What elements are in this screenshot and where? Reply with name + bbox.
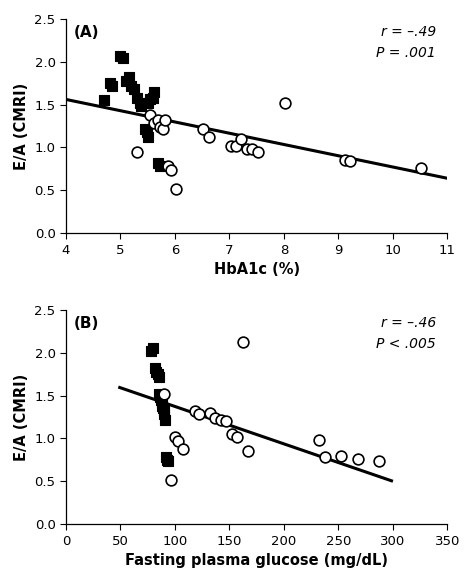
Point xyxy=(171,432,179,441)
Point xyxy=(137,102,145,111)
Point xyxy=(100,95,108,105)
Point xyxy=(244,446,252,456)
Point xyxy=(157,395,164,404)
Text: (A): (A) xyxy=(73,25,99,40)
Point xyxy=(119,54,127,63)
Point xyxy=(161,415,169,424)
Text: r = –.49
P = .001: r = –.49 P = .001 xyxy=(376,25,436,60)
Point xyxy=(179,444,186,453)
Point xyxy=(106,79,113,88)
Point xyxy=(206,408,214,417)
Point xyxy=(418,164,425,173)
Point xyxy=(156,122,164,132)
Point xyxy=(200,124,207,133)
Point xyxy=(191,406,199,416)
Point xyxy=(239,338,246,347)
Point xyxy=(222,417,230,426)
Point xyxy=(158,401,166,410)
Point xyxy=(109,81,116,90)
Point xyxy=(217,415,225,424)
Point xyxy=(141,124,149,133)
Point xyxy=(159,124,167,133)
Point xyxy=(154,115,161,125)
Point xyxy=(167,475,174,484)
Point xyxy=(163,453,170,462)
Point xyxy=(150,119,158,128)
Point xyxy=(133,147,141,157)
Point xyxy=(164,455,171,464)
Point xyxy=(159,404,167,413)
Point xyxy=(161,115,169,125)
Point xyxy=(160,389,168,399)
Point xyxy=(160,410,168,419)
Point xyxy=(150,87,158,97)
Point xyxy=(158,398,166,407)
Point xyxy=(117,51,124,61)
Point xyxy=(337,451,345,460)
Point xyxy=(154,158,161,168)
Text: (B): (B) xyxy=(73,316,99,331)
X-axis label: HbA1c (%): HbA1c (%) xyxy=(214,262,300,277)
X-axis label: Fasting plasma glucose (mg/dL): Fasting plasma glucose (mg/dL) xyxy=(125,553,388,568)
Point xyxy=(149,343,157,352)
Point xyxy=(172,184,180,193)
Point xyxy=(143,127,150,137)
Point xyxy=(227,141,234,150)
Point xyxy=(153,367,160,376)
Point xyxy=(254,147,262,157)
Point xyxy=(167,165,174,175)
Point xyxy=(125,73,132,82)
Point xyxy=(164,162,172,171)
Point xyxy=(146,110,154,119)
Point xyxy=(248,144,256,154)
Point xyxy=(147,346,155,356)
Point xyxy=(205,133,212,142)
Point xyxy=(155,372,163,381)
Point xyxy=(354,455,362,464)
Point xyxy=(144,133,152,142)
Point xyxy=(211,413,219,423)
Point xyxy=(156,162,164,171)
Point xyxy=(346,157,354,166)
Point xyxy=(136,98,143,108)
Point xyxy=(128,81,135,90)
Point xyxy=(144,98,152,108)
Point xyxy=(243,144,251,154)
Point xyxy=(154,370,161,379)
Point xyxy=(164,456,172,466)
Point xyxy=(321,453,329,462)
Point xyxy=(155,389,163,399)
Point xyxy=(232,141,240,150)
Point xyxy=(315,435,323,445)
Point xyxy=(228,430,236,439)
Text: r = –.46
P < .005: r = –.46 P < .005 xyxy=(376,316,436,351)
Point xyxy=(152,364,159,373)
Point xyxy=(237,134,245,144)
Point xyxy=(375,456,383,466)
Point xyxy=(233,432,241,441)
Point xyxy=(174,436,182,446)
Y-axis label: E/A (CMRI): E/A (CMRI) xyxy=(14,83,29,169)
Point xyxy=(195,410,203,419)
Point xyxy=(149,93,157,102)
Point xyxy=(160,406,168,416)
Point xyxy=(130,84,138,94)
Point xyxy=(156,393,164,402)
Point xyxy=(146,95,154,104)
Point xyxy=(281,98,289,108)
Point xyxy=(122,76,130,85)
Point xyxy=(341,155,349,165)
Point xyxy=(133,93,141,102)
Y-axis label: E/A (CMRI): E/A (CMRI) xyxy=(14,374,29,460)
